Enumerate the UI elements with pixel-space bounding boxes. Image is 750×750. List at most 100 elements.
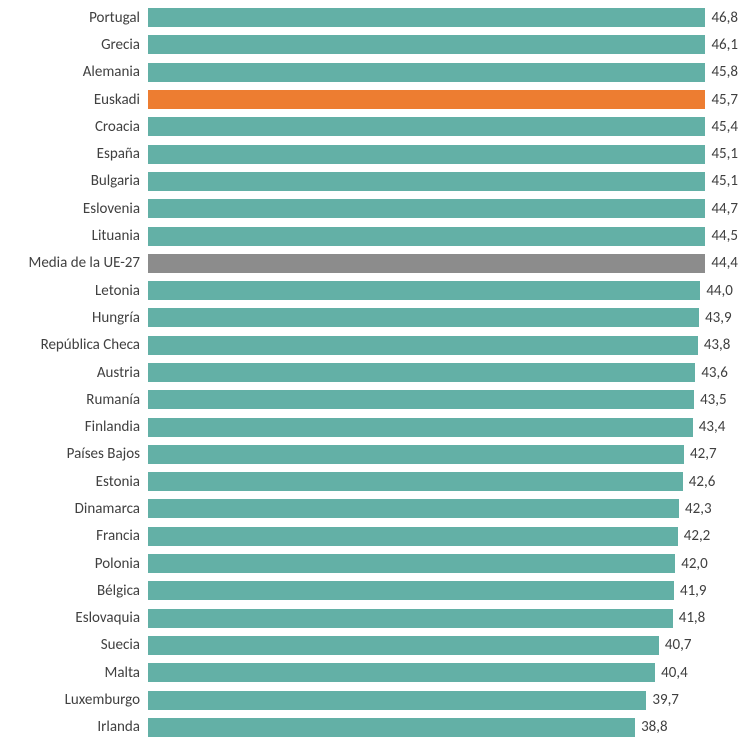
bar: [148, 145, 705, 164]
value-label: 44,7: [705, 200, 738, 218]
category-label: Polonia: [0, 555, 148, 573]
bar-row: Dinamarca42,3: [0, 495, 738, 522]
bar-track: 44,5: [148, 222, 738, 249]
category-label: Austria: [0, 364, 148, 382]
category-label: Media de la UE-27: [0, 254, 148, 272]
bar: [148, 35, 705, 54]
bar: [148, 172, 705, 191]
value-label: 41,8: [673, 609, 706, 627]
value-label: 46,8: [705, 9, 738, 27]
category-label: Bélgica: [0, 582, 148, 600]
category-label: Irlanda: [0, 718, 148, 736]
horizontal-bar-chart: Portugal46,8Grecia46,1Alemania45,8Euskad…: [0, 0, 750, 741]
bar-track: 43,5: [148, 386, 738, 413]
value-label: 45,4: [705, 118, 738, 136]
bar-row: Austria43,6: [0, 359, 738, 386]
value-label: 41,9: [674, 582, 707, 600]
category-label: Euskadi: [0, 91, 148, 109]
bar: [148, 308, 699, 327]
bar-row: República Checa 43,8: [0, 332, 738, 359]
value-label: 42,0: [675, 555, 708, 573]
bar: [148, 281, 700, 300]
bar-track: 44,0: [148, 277, 738, 304]
value-label: 42,6: [683, 473, 716, 491]
category-label: Eslovenia: [0, 200, 148, 218]
category-label: Estonia: [0, 473, 148, 491]
category-label: Suecia: [0, 636, 148, 654]
value-label: 45,7: [705, 91, 738, 109]
category-label: Dinamarca: [0, 500, 148, 518]
bar-row: Hungría43,9: [0, 304, 738, 331]
bar-track: 42,6: [148, 468, 738, 495]
bar-row: Alemania45,8: [0, 59, 738, 86]
bar-track: 39,7: [148, 686, 738, 713]
bar-track: 44,7: [148, 195, 738, 222]
bar-row: Luxemburgo39,7: [0, 686, 738, 713]
bar-row: Francia42,2: [0, 523, 738, 550]
value-label: 45,1: [705, 145, 738, 163]
category-label: Países Bajos: [0, 445, 148, 463]
bar-track: 45,8: [148, 59, 738, 86]
bar-row: Letonia44,0: [0, 277, 738, 304]
bar-row: Países Bajos 42,7: [0, 441, 738, 468]
value-label: 43,4: [693, 418, 726, 436]
bar: [148, 199, 705, 218]
bar-row: Lituania44,5: [0, 222, 738, 249]
bar: [148, 90, 705, 109]
bar: [148, 554, 675, 573]
bar-track: 40,7: [148, 632, 738, 659]
bar-row: Bulgaria 45,1: [0, 168, 738, 195]
bar: [148, 8, 705, 27]
bar-row: Finlandia 43,4: [0, 413, 738, 440]
bar: [148, 691, 646, 710]
value-label: 42,2: [678, 527, 711, 545]
category-label: Finlandia: [0, 418, 148, 436]
bar: [148, 499, 679, 518]
bar: [148, 527, 678, 546]
bar-track: 42,2: [148, 523, 738, 550]
value-label: 44,4: [705, 254, 738, 272]
bar-row: España45,1: [0, 140, 738, 167]
value-label: 43,8: [698, 336, 731, 354]
category-label: Portugal: [0, 9, 148, 27]
bar-row: Polonia 42,0: [0, 550, 738, 577]
bar: [148, 472, 683, 491]
bar-track: 42,0: [148, 550, 738, 577]
bar-track: 45,4: [148, 113, 738, 140]
bar-row: Eslovenia 44,7: [0, 195, 738, 222]
bar-track: 45,1: [148, 140, 738, 167]
bar-row: Malta 40,4: [0, 659, 738, 686]
bar-track: 46,1: [148, 31, 738, 58]
value-label: 44,5: [705, 227, 738, 245]
value-label: 45,8: [705, 63, 738, 81]
bar-track: 45,7: [148, 86, 738, 113]
bar-row: Rumanía 43,5: [0, 386, 738, 413]
bar-track: 43,4: [148, 413, 738, 440]
category-label: Bulgaria: [0, 172, 148, 190]
bar-track: 43,8: [148, 332, 738, 359]
category-label: República Checa: [0, 336, 148, 354]
bar-track: 42,3: [148, 495, 738, 522]
value-label: 43,5: [694, 391, 727, 409]
category-label: Letonia: [0, 282, 148, 300]
category-label: Hungría: [0, 309, 148, 327]
bar-row: Euskadi 45,7: [0, 86, 738, 113]
value-label: 40,7: [659, 636, 692, 654]
value-label: 42,7: [684, 445, 717, 463]
bar: [148, 227, 705, 246]
category-label: Luxemburgo: [0, 691, 148, 709]
category-label: Rumanía: [0, 391, 148, 409]
bar-track: 45,1: [148, 168, 738, 195]
category-label: Malta: [0, 664, 148, 682]
bar: [148, 390, 694, 409]
bar-row: Irlanda38,8: [0, 714, 738, 741]
bar-track: 43,6: [148, 359, 738, 386]
bar-track: 44,4: [148, 250, 738, 277]
value-label: 46,1: [705, 36, 738, 54]
bar-track: 38,8: [148, 714, 738, 741]
bar-track: 41,8: [148, 605, 738, 632]
value-label: 40,4: [655, 664, 688, 682]
value-label: 45,1: [705, 172, 738, 190]
bar: [148, 63, 705, 82]
bar-track: 43,9: [148, 304, 738, 331]
